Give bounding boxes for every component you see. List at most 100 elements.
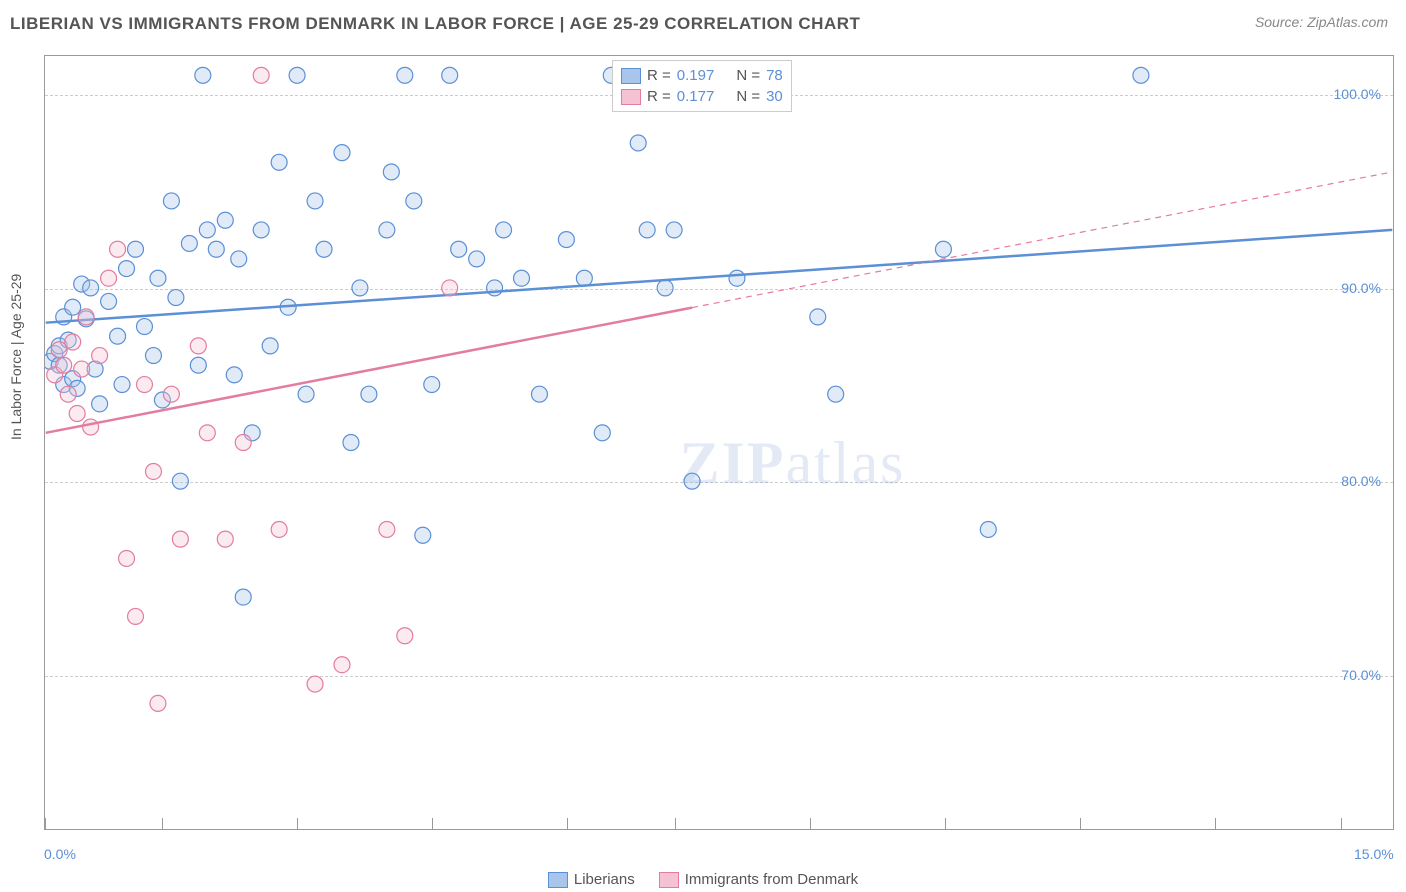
- r-value: 0.177: [677, 88, 715, 105]
- r-value: 0.197: [677, 67, 715, 84]
- trend-line-solid: [46, 230, 1393, 323]
- legend-row: R =0.197N =78: [621, 65, 783, 86]
- data-point: [980, 521, 996, 537]
- data-point: [60, 386, 76, 402]
- legend-item: Liberians: [548, 871, 635, 888]
- data-point: [307, 193, 323, 209]
- data-point: [415, 527, 431, 543]
- legend-label: Liberians: [574, 871, 635, 888]
- legend-swatch: [659, 872, 679, 888]
- data-point: [190, 338, 206, 354]
- r-label: R =: [647, 67, 671, 84]
- data-point: [137, 319, 153, 335]
- data-point: [56, 357, 72, 373]
- data-point: [469, 251, 485, 267]
- data-point: [262, 338, 278, 354]
- data-point: [119, 550, 135, 566]
- r-label: R =: [647, 88, 671, 105]
- scatter-svg: [45, 56, 1393, 829]
- data-point: [729, 270, 745, 286]
- data-point: [128, 608, 144, 624]
- data-point: [1133, 67, 1149, 83]
- data-point: [487, 280, 503, 296]
- data-point: [935, 241, 951, 257]
- data-point: [110, 328, 126, 344]
- data-point: [226, 367, 242, 383]
- data-point: [231, 251, 247, 267]
- data-point: [78, 309, 94, 325]
- source-label: Source:: [1255, 14, 1303, 30]
- data-point: [630, 135, 646, 151]
- data-point: [289, 67, 305, 83]
- data-point: [101, 270, 117, 286]
- data-point: [253, 222, 269, 238]
- data-point: [828, 386, 844, 402]
- data-point: [83, 280, 99, 296]
- legend-item: Immigrants from Denmark: [659, 871, 858, 888]
- data-point: [199, 222, 215, 238]
- data-point: [271, 521, 287, 537]
- data-point: [163, 386, 179, 402]
- data-point: [666, 222, 682, 238]
- data-point: [352, 280, 368, 296]
- data-point: [639, 222, 655, 238]
- y-axis-label: In Labor Force | Age 25-29: [8, 274, 24, 440]
- plot-area: 70.0%80.0%90.0%100.0%ZIPatlasR =0.197N =…: [44, 55, 1394, 830]
- data-point: [190, 357, 206, 373]
- data-point: [576, 270, 592, 286]
- data-point: [110, 241, 126, 257]
- data-point: [114, 377, 130, 393]
- data-point: [334, 657, 350, 673]
- source-attribution: Source: ZipAtlas.com: [1255, 14, 1388, 30]
- data-point: [361, 386, 377, 402]
- data-point: [253, 67, 269, 83]
- legend-swatch: [621, 89, 641, 105]
- data-point: [397, 67, 413, 83]
- data-point: [101, 293, 117, 309]
- title-bar: LIBERIAN VS IMMIGRANTS FROM DENMARK IN L…: [10, 14, 1396, 42]
- legend-bottom: Liberians Immigrants from Denmark: [0, 871, 1406, 888]
- data-point: [181, 235, 197, 251]
- data-point: [594, 425, 610, 441]
- data-point: [74, 361, 90, 377]
- legend-swatch: [548, 872, 568, 888]
- data-point: [65, 334, 81, 350]
- data-point: [69, 406, 85, 422]
- data-point: [343, 435, 359, 451]
- data-point: [119, 261, 135, 277]
- legend-row: R =0.177N =30: [621, 86, 783, 107]
- data-point: [451, 241, 467, 257]
- data-point: [810, 309, 826, 325]
- data-point: [657, 280, 673, 296]
- data-point: [383, 164, 399, 180]
- data-point: [150, 270, 166, 286]
- trend-line-dashed: [692, 172, 1392, 308]
- n-value: 30: [766, 88, 783, 105]
- legend-label: Immigrants from Denmark: [685, 871, 858, 888]
- data-point: [195, 67, 211, 83]
- data-point: [379, 521, 395, 537]
- source-name: ZipAtlas.com: [1307, 14, 1388, 30]
- data-point: [514, 270, 530, 286]
- data-point: [235, 435, 251, 451]
- data-point: [379, 222, 395, 238]
- data-point: [150, 695, 166, 711]
- data-point: [424, 377, 440, 393]
- data-point: [199, 425, 215, 441]
- data-point: [163, 193, 179, 209]
- data-point: [271, 154, 287, 170]
- data-point: [168, 290, 184, 306]
- data-point: [298, 386, 314, 402]
- data-point: [684, 473, 700, 489]
- data-point: [217, 212, 233, 228]
- n-label: N =: [736, 67, 760, 84]
- data-point: [217, 531, 233, 547]
- data-point: [208, 241, 224, 257]
- x-axis-label: 0.0%: [44, 846, 76, 862]
- data-point: [65, 299, 81, 315]
- data-point: [442, 67, 458, 83]
- data-point: [307, 676, 323, 692]
- data-point: [496, 222, 512, 238]
- data-point: [558, 232, 574, 248]
- data-point: [145, 464, 161, 480]
